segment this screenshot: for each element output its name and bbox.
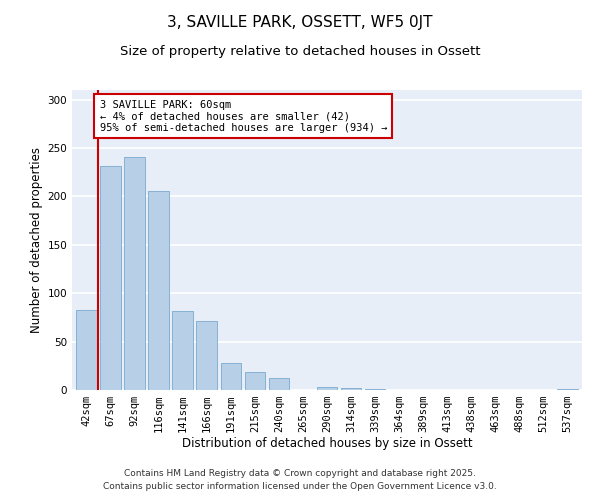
Bar (100, 166, 121, 390)
Text: 3, SAVILLE PARK, OSSETT, WF5 0JT: 3, SAVILLE PARK, OSSETT, WF5 0JT (167, 15, 433, 30)
X-axis label: Distribution of detached houses by size in Ossett: Distribution of detached houses by size … (182, 436, 472, 450)
Bar (317, 387, 337, 390)
Text: Size of property relative to detached houses in Ossett: Size of property relative to detached ho… (120, 45, 480, 58)
Bar (196, 322, 217, 390)
Text: Contains HM Land Registry data © Crown copyright and database right 2025.: Contains HM Land Registry data © Crown c… (124, 468, 476, 477)
Bar (172, 310, 193, 390)
Bar (245, 372, 265, 390)
Text: 3 SAVILLE PARK: 60sqm
← 4% of detached houses are smaller (42)
95% of semi-detac: 3 SAVILLE PARK: 60sqm ← 4% of detached h… (100, 100, 387, 133)
Bar (148, 190, 169, 390)
Text: Contains public sector information licensed under the Open Government Licence v3: Contains public sector information licen… (103, 482, 497, 491)
Bar (124, 157, 145, 390)
Bar (269, 378, 289, 390)
Bar (76, 310, 97, 390)
Bar (365, 389, 385, 390)
Y-axis label: Number of detached properties: Number of detached properties (30, 147, 43, 333)
Bar (221, 363, 241, 390)
Bar (557, 389, 578, 390)
Bar (341, 388, 361, 390)
